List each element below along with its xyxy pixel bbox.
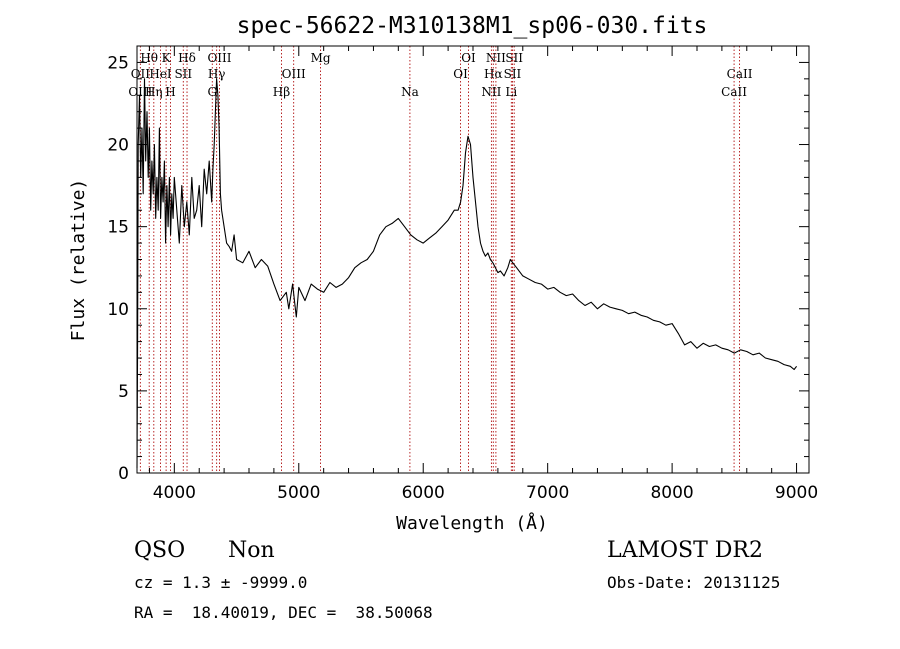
x-tick-label: 9000 — [775, 483, 818, 503]
coordinates-line: RA = 18.40019, DEC = 38.50068 — [134, 603, 433, 622]
line-marker-label: OI — [453, 67, 468, 81]
y-tick-label: 0 — [118, 464, 129, 484]
x-tick-label: 4000 — [153, 483, 196, 503]
line-marker-label: OIII — [282, 67, 306, 81]
line-marker-label: Hη — [145, 85, 163, 99]
line-marker-label: Mg — [311, 51, 331, 65]
object-subclass: Non — [228, 538, 275, 563]
line-marker-label: K — [162, 51, 172, 65]
spectrum-line — [136, 78, 798, 469]
line-marker-label: Hα — [484, 67, 503, 81]
line-marker-label: OIII — [128, 85, 152, 99]
plot-frame — [136, 45, 810, 474]
line-marker-label: Na — [401, 85, 419, 99]
object-class: QSO — [134, 538, 186, 563]
line-marker-label: SII — [505, 51, 523, 65]
chart-title: spec-56622-M310138M1_sp06-030.fits — [237, 13, 708, 39]
x-tick-label: 8000 — [650, 483, 693, 503]
line-marker-label: Li — [505, 85, 517, 99]
line-marker-label: HeI — [149, 67, 172, 81]
spectrum-chart: spec-56622-M310138M1_sp06-030.fits HθOII… — [68, 13, 818, 534]
line-marker-label: OIII — [207, 51, 231, 65]
line-marker-label: NII — [481, 85, 501, 99]
survey-label: LAMOST DR2 — [607, 538, 763, 563]
redshift-line: cz = 1.3 ± -9999.0 — [134, 573, 308, 592]
y-tick-label: 5 — [118, 382, 129, 402]
x-tick-label: 5000 — [277, 483, 320, 503]
y-axis-label: Flux (relative) — [68, 179, 89, 342]
line-marker-label: SII — [504, 67, 522, 81]
line-marker-label: OI — [461, 51, 476, 65]
line-marker-label: SII — [174, 67, 192, 81]
line-marker-label: H — [165, 85, 175, 99]
line-marker-label: CaII — [721, 85, 747, 99]
line-marker-label: Hδ — [178, 51, 196, 65]
x-tick-label: 6000 — [402, 483, 445, 503]
x-tick-label: 7000 — [526, 483, 569, 503]
y-tick-label: 20 — [107, 136, 129, 156]
line-marker-label: OII — [131, 67, 151, 81]
y-tick-label: 25 — [107, 53, 129, 73]
observation-date: Obs-Date: 20131125 — [607, 573, 781, 592]
y-tick-label: 10 — [107, 300, 129, 320]
x-axis-label: Wavelength (Å) — [396, 512, 548, 534]
y-tick-label: 15 — [107, 218, 129, 238]
axes: 4000 5000 6000 7000 8000 9000 0 5 10 15 20 25 — [107, 45, 818, 503]
line-marker-label: G — [207, 85, 217, 99]
line-marker-label: Hβ — [273, 85, 290, 99]
line-marker-label: NII — [486, 51, 506, 65]
line-marker-label: CaII — [727, 67, 753, 81]
